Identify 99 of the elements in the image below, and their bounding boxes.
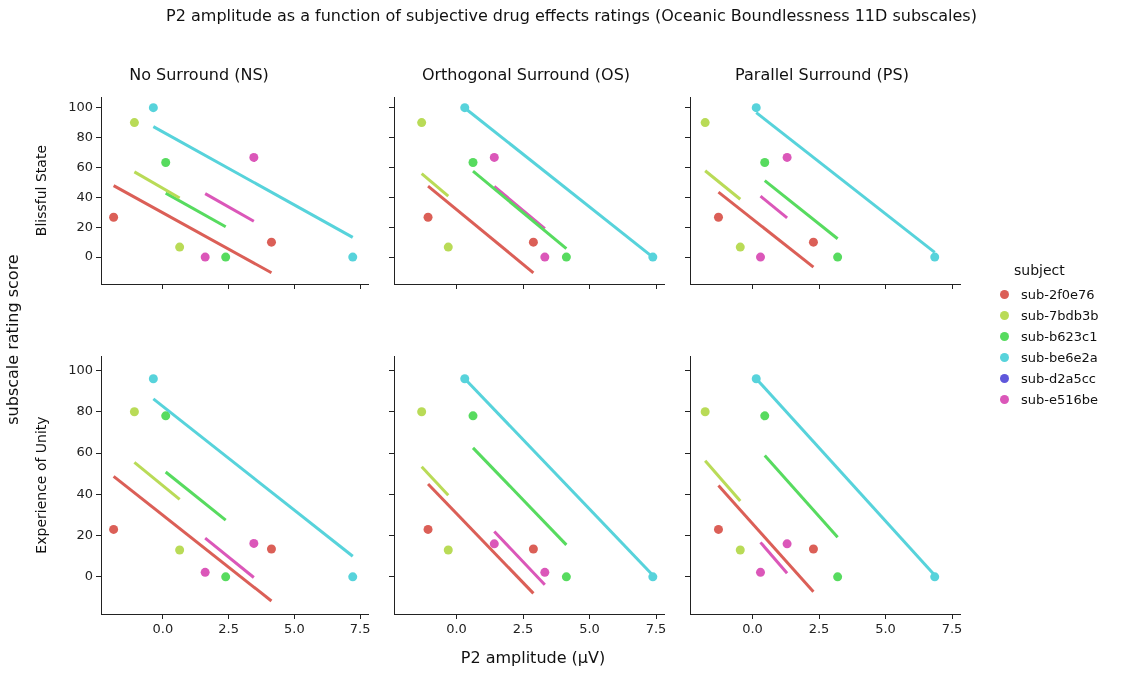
point (423, 212, 433, 222)
point (468, 411, 478, 421)
point (782, 152, 792, 162)
x-tick-label: 0.0 (742, 621, 763, 637)
y-axis-title: Experience of Unity (33, 416, 50, 554)
legend-label: sub-be6e2a (1021, 350, 1098, 365)
x-tick-label: 7.5 (645, 621, 667, 637)
x-tick-label: 7.5 (349, 621, 371, 637)
point (417, 407, 427, 417)
y-tick-label: 20 (76, 526, 93, 542)
y-tick-label: 80 (76, 403, 93, 419)
point (109, 524, 119, 534)
chart-title: No Surround (NS) (129, 64, 269, 84)
point (561, 252, 571, 262)
y-axis-title: Blissful State (33, 145, 50, 237)
point (266, 544, 276, 554)
point (348, 572, 358, 582)
legend-label: sub-b623c1 (1021, 329, 1098, 344)
point (528, 237, 538, 247)
point (648, 572, 658, 582)
point (833, 252, 843, 262)
x-tick-label: 0.0 (152, 621, 174, 637)
point (148, 103, 158, 113)
point (755, 252, 765, 262)
point (266, 237, 276, 247)
point (540, 567, 550, 577)
point (148, 374, 158, 384)
point (713, 212, 723, 222)
point (161, 411, 171, 421)
point (760, 158, 770, 168)
legend-label: sub-d2a5cc (1021, 371, 1097, 386)
point (161, 158, 171, 168)
x-axis-title: P2 amplitude (µV) (459, 648, 607, 667)
point (751, 374, 761, 384)
x-tick-label: 0.0 (446, 621, 467, 637)
text: subscale rating score (2, 253, 22, 427)
legend-label: sub-2f0e76 (1021, 287, 1095, 302)
point (249, 538, 259, 548)
legend-label: sub-7bdb3b (1021, 308, 1099, 323)
point (468, 158, 478, 168)
point (129, 407, 139, 417)
y-tick-label: 100 (68, 361, 93, 377)
point (443, 545, 453, 555)
chart-title: Orthogonal Surround (OS) (421, 64, 631, 84)
point (700, 407, 710, 417)
point (930, 572, 940, 582)
point (129, 118, 139, 128)
point (930, 252, 940, 262)
x-tick-label: 7.5 (941, 621, 963, 637)
point (755, 567, 765, 577)
text: P2 amplitude as a function of subjective drug effects ratings (Oceanic Boundlessness 11D subscales) (165, 6, 978, 25)
point (175, 545, 185, 555)
x-tick-label: 5.0 (579, 621, 600, 637)
point (808, 544, 818, 554)
point (423, 524, 433, 534)
chart-title: Parallel Surround (PS) (735, 64, 909, 84)
y-tick-label: 40 (76, 188, 93, 204)
x-tick-label: 2.5 (808, 621, 830, 637)
y-tick-label: 0 (84, 248, 93, 264)
point (460, 103, 470, 113)
point (735, 242, 745, 252)
point (735, 545, 745, 555)
point (713, 524, 723, 534)
y-tick-label: 80 (76, 128, 93, 144)
point (200, 252, 210, 262)
point (460, 374, 470, 384)
point (833, 572, 843, 582)
point (700, 118, 710, 128)
y-tick-label: 40 (76, 485, 93, 501)
point (489, 539, 499, 549)
point (249, 152, 259, 162)
point (348, 252, 358, 262)
point (760, 411, 770, 421)
point (443, 242, 453, 252)
x-tick-label: 5.0 (284, 621, 305, 637)
x-tick-label: 2.5 (218, 621, 239, 637)
point (540, 252, 550, 262)
point (417, 118, 427, 128)
x-tick-label: 2.5 (512, 621, 534, 637)
point (221, 252, 231, 262)
point (808, 237, 818, 247)
point (528, 544, 538, 554)
y-tick-label: 60 (76, 158, 93, 174)
point (561, 572, 571, 582)
point (200, 567, 210, 577)
point (648, 252, 658, 262)
point (489, 152, 499, 162)
legend-label: sub-e516be (1021, 392, 1099, 407)
legend-title: subject (1014, 262, 1066, 278)
point (175, 242, 185, 252)
x-tick-label: 5.0 (875, 621, 896, 637)
y-tick-label: 0 (84, 568, 93, 584)
point (109, 212, 119, 222)
point (782, 539, 792, 549)
y-tick-label: 60 (76, 444, 93, 460)
y-tick-label: 20 (76, 218, 93, 234)
point (751, 103, 761, 113)
point (221, 572, 231, 582)
y-tick-label: 100 (68, 99, 93, 115)
